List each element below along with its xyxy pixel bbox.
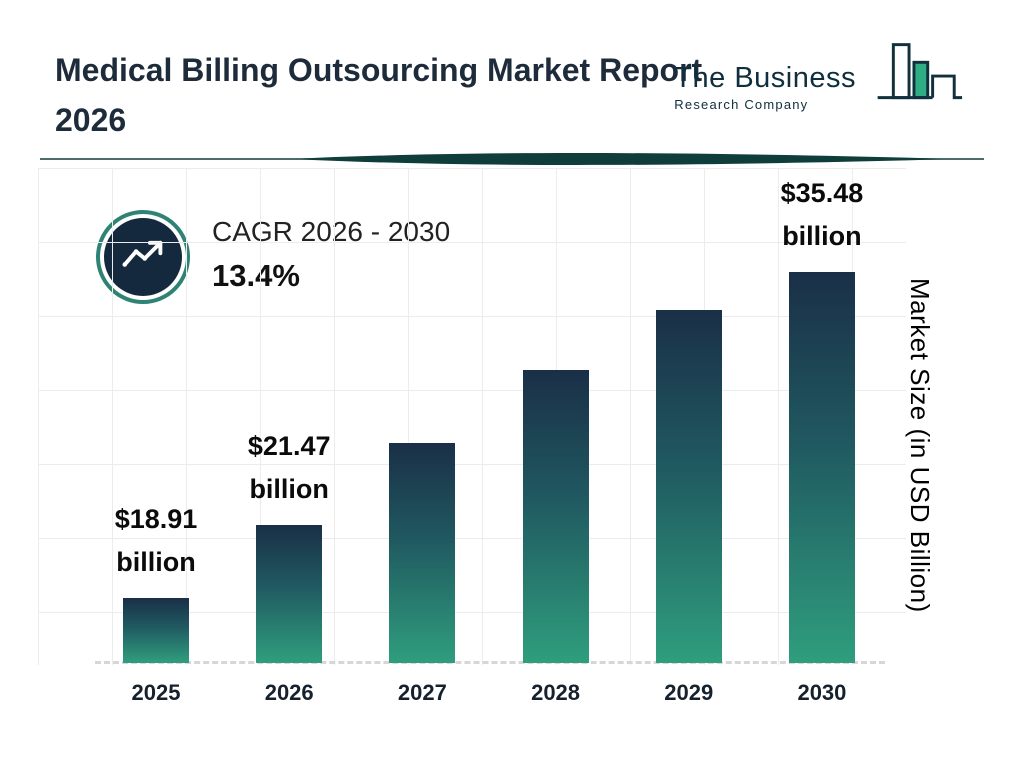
x-axis-label-2029: 2029 xyxy=(664,680,714,705)
bar-2029 xyxy=(655,310,722,663)
bar-slot-2026: $21.47 billion xyxy=(248,170,330,663)
bar-2025 xyxy=(123,598,189,663)
bar-value-label-2030: $35.48 billion xyxy=(780,177,864,251)
logo-name: The Business xyxy=(674,62,856,94)
x-axis-label-2030: 2030 xyxy=(797,680,847,705)
bar-slot-2030: $35.48 billion xyxy=(781,170,863,663)
bar-2028 xyxy=(522,370,589,663)
bar-slot-2028 xyxy=(522,170,589,663)
chart-gridlines xyxy=(38,168,906,665)
bar-2027 xyxy=(389,443,456,663)
page-title: Medical Billing Outsourcing Market Repor… xyxy=(55,52,703,138)
x-axis-label-2025: 2025 xyxy=(131,680,181,705)
logo-subtitle: Research Company xyxy=(674,97,809,112)
bar-value-label-2025: $18.91 billion xyxy=(114,503,198,577)
x-axis-label-2028: 2028 xyxy=(531,680,581,705)
x-axis-label-2026: 2026 xyxy=(264,680,314,705)
bar-slot-2029 xyxy=(655,170,722,663)
logo-text: The Business Research Company xyxy=(674,62,856,112)
bar-2026 xyxy=(256,525,323,663)
chart-baseline xyxy=(95,661,885,664)
x-axis-label-2027: 2027 xyxy=(397,680,447,705)
bar-2030 xyxy=(788,272,855,663)
bar-slot-2025: $18.91 billion xyxy=(115,170,197,663)
bar-value-label-2026: $21.47 billion xyxy=(247,430,331,504)
x-axis-labels: 2025 2026 2027 2028 2029 2030 xyxy=(123,680,855,706)
bar-chart-logo-icon xyxy=(858,40,966,123)
y-axis-label: Market Size (in USD Billion) xyxy=(905,278,935,613)
bars: $18.91 billion $21.47 billion $35.48 billion xyxy=(115,170,863,663)
bar-slot-2027 xyxy=(389,170,456,663)
divider xyxy=(40,150,984,170)
company-logo: The Business Research Company xyxy=(674,40,966,123)
